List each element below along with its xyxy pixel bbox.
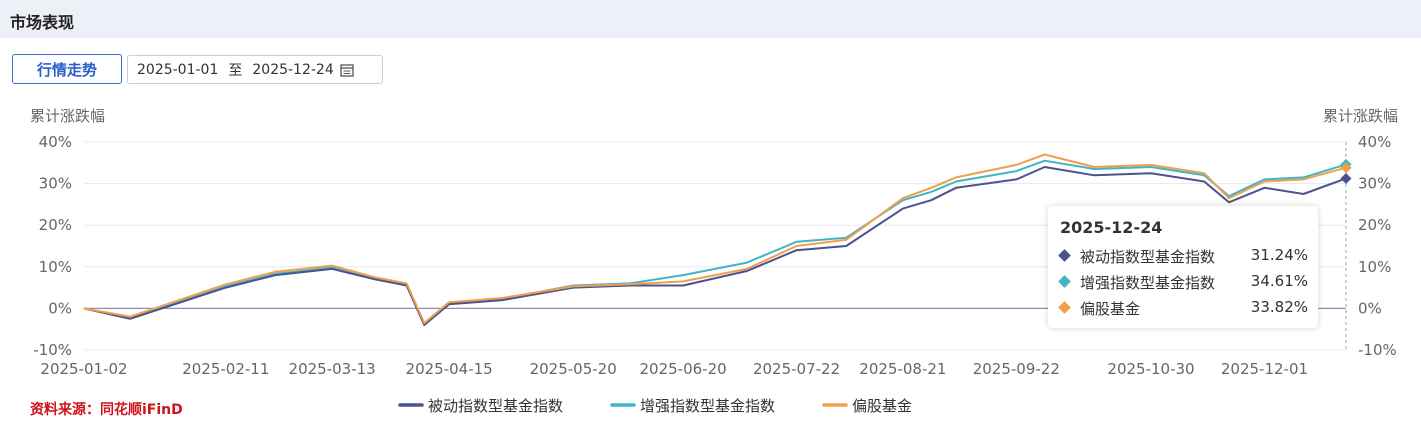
x-tick-label: 2025-03-13 [289,360,376,378]
y-tick-label-left: 40% [39,133,72,151]
tooltip-series-name: 偏股基金 [1080,300,1141,318]
date-end: 2025-12-24 [252,61,334,78]
x-tick-label: 2025-08-21 [859,360,946,378]
section-header: 市场表现 [0,0,1421,38]
x-tick-label: 2025-01-02 [40,360,127,378]
series-line [83,159,1347,326]
x-tick-label: 2025-10-30 [1107,360,1194,378]
y-tick-label-right: -10% [1358,341,1397,359]
legend-label: 被动指数型基金指数 [428,397,563,415]
diamond-marker-icon [1058,275,1071,288]
tooltip-row-enhanced: 增强指数型基金指数 34.61% [1058,272,1308,294]
tooltip-series-value: 31.24% [1250,246,1308,264]
tooltip-series-name: 增强指数型基金指数 [1080,274,1216,292]
y-tick-label-right: 30% [1358,175,1391,193]
series-line [83,153,1347,324]
legend-label: 偏股基金 [852,397,912,415]
x-tick-label: 2025-06-20 [640,360,727,378]
y-tick-label-right: 20% [1358,216,1391,234]
diamond-marker-icon [1058,249,1071,262]
date-separator: 至 [228,62,243,79]
diamond-marker-icon [1058,301,1071,314]
series-line [83,166,1347,326]
legend-label: 增强指数型基金指数 [640,397,775,415]
tooltip-series-name: 被动指数型基金指数 [1080,248,1216,266]
y-axis-label-right: 累计涨跌幅 [1323,107,1398,125]
x-tick-label: 2025-07-22 [753,360,840,378]
tooltip-series-value: 33.82% [1250,298,1308,316]
y-tick-label-left: -10% [33,341,72,359]
x-tick-label: 2025-05-20 [530,360,617,378]
tooltip-row-passive: 被动指数型基金指数 31.24% [1058,246,1308,268]
y-tick-label-right: 10% [1358,258,1391,276]
source-note: 资料来源：同花顺iFinD [30,402,183,418]
x-tick-label: 2025-04-15 [406,360,493,378]
section-title: 市场表现 [10,13,75,32]
y-tick-label-left: 20% [39,216,72,234]
y-tick-label-left: 0% [48,299,72,317]
end-point-marker [1340,172,1352,184]
calendar-icon[interactable] [340,63,354,77]
x-tick-label: 2025-02-11 [182,360,269,378]
end-point-marker [1340,162,1352,174]
chart-tooltip: 2025-12-24 被动指数型基金指数 31.24% 增强指数型基金指数 34… [1048,206,1318,328]
y-tick-label-left: 10% [39,258,72,276]
x-tick-label: 2025-12-01 [1221,360,1308,378]
y-tick-label-right: 0% [1358,299,1382,317]
tab-market-trend[interactable]: 行情走势 [12,54,122,84]
tooltip-date: 2025-12-24 [1060,218,1163,237]
tooltip-row-equity: 偏股基金 33.82% [1058,298,1308,320]
x-tick-label: 2025-09-22 [973,360,1060,378]
y-axis-label-left: 累计涨跌幅 [30,107,105,125]
date-start: 2025-01-01 [137,61,219,78]
date-range-picker[interactable]: 2025-01-01 至 2025-12-24 [127,55,383,84]
y-tick-label-right: 40% [1358,133,1391,151]
tooltip-series-value: 34.61% [1250,272,1308,290]
y-tick-label-left: 30% [39,175,72,193]
